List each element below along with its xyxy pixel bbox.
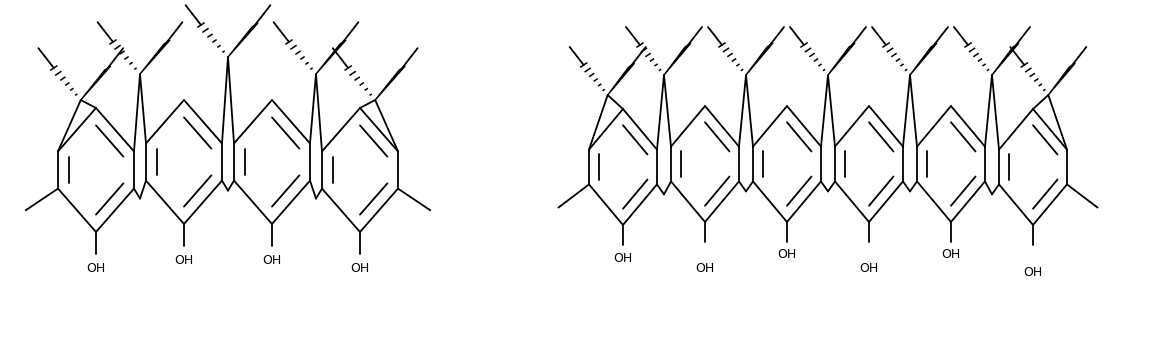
Polygon shape	[746, 43, 773, 75]
Polygon shape	[828, 43, 855, 75]
Polygon shape	[992, 43, 1018, 75]
Text: OH: OH	[175, 254, 193, 267]
Text: OH: OH	[1023, 266, 1043, 278]
Polygon shape	[910, 43, 938, 75]
Polygon shape	[140, 40, 170, 74]
Text: OH: OH	[262, 254, 282, 267]
Text: OH: OH	[350, 261, 370, 274]
Text: OH: OH	[941, 249, 961, 261]
Polygon shape	[1048, 63, 1075, 95]
Polygon shape	[81, 66, 111, 100]
Polygon shape	[664, 43, 691, 75]
Text: OH: OH	[87, 261, 105, 274]
Polygon shape	[608, 63, 635, 95]
Text: OH: OH	[859, 262, 879, 275]
Polygon shape	[376, 66, 406, 100]
Polygon shape	[228, 23, 258, 57]
Text: OH: OH	[696, 262, 714, 275]
Polygon shape	[316, 40, 346, 74]
Text: OH: OH	[614, 252, 632, 265]
Text: OH: OH	[777, 249, 796, 261]
